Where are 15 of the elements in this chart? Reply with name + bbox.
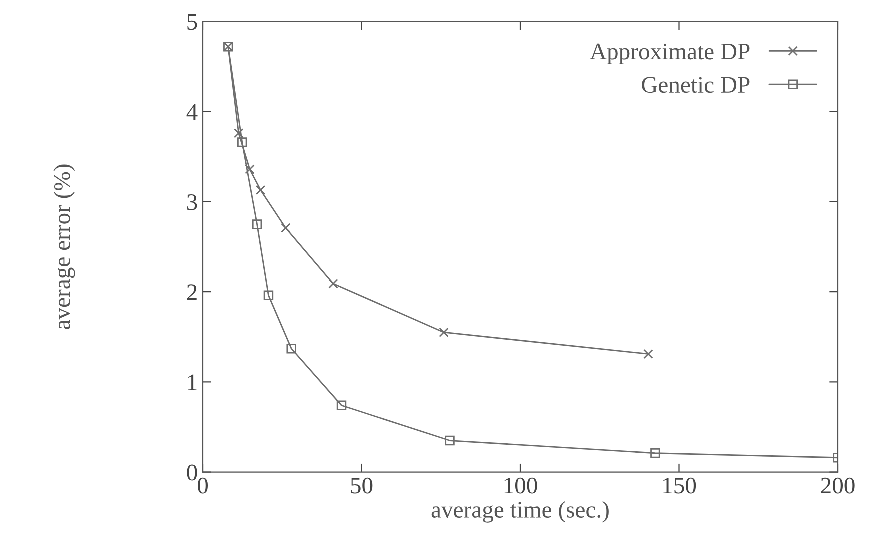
x-tick-label: 0 [198, 478, 208, 494]
x-tick-label: 100 [504, 478, 538, 494]
x-tick-label: 200 [821, 478, 855, 494]
y-tick-label: 5 [188, 14, 198, 30]
y-tick-label: 3 [187, 194, 198, 210]
x-axis-title: average time (sec.) [432, 501, 609, 523]
legend-label: Genetic DP [642, 77, 750, 94]
x-tick-label: 150 [664, 478, 696, 494]
x-tick-label: 50 [351, 478, 373, 494]
legend-label: Approximate DP [590, 44, 750, 65]
y-tick-label: 4 [186, 104, 198, 120]
y-tick-label: 2 [187, 284, 197, 300]
y-tick-label: 0 [187, 464, 198, 481]
y-tick-label: 1 [188, 374, 197, 390]
y-axis-title: average error (%) [54, 164, 76, 330]
